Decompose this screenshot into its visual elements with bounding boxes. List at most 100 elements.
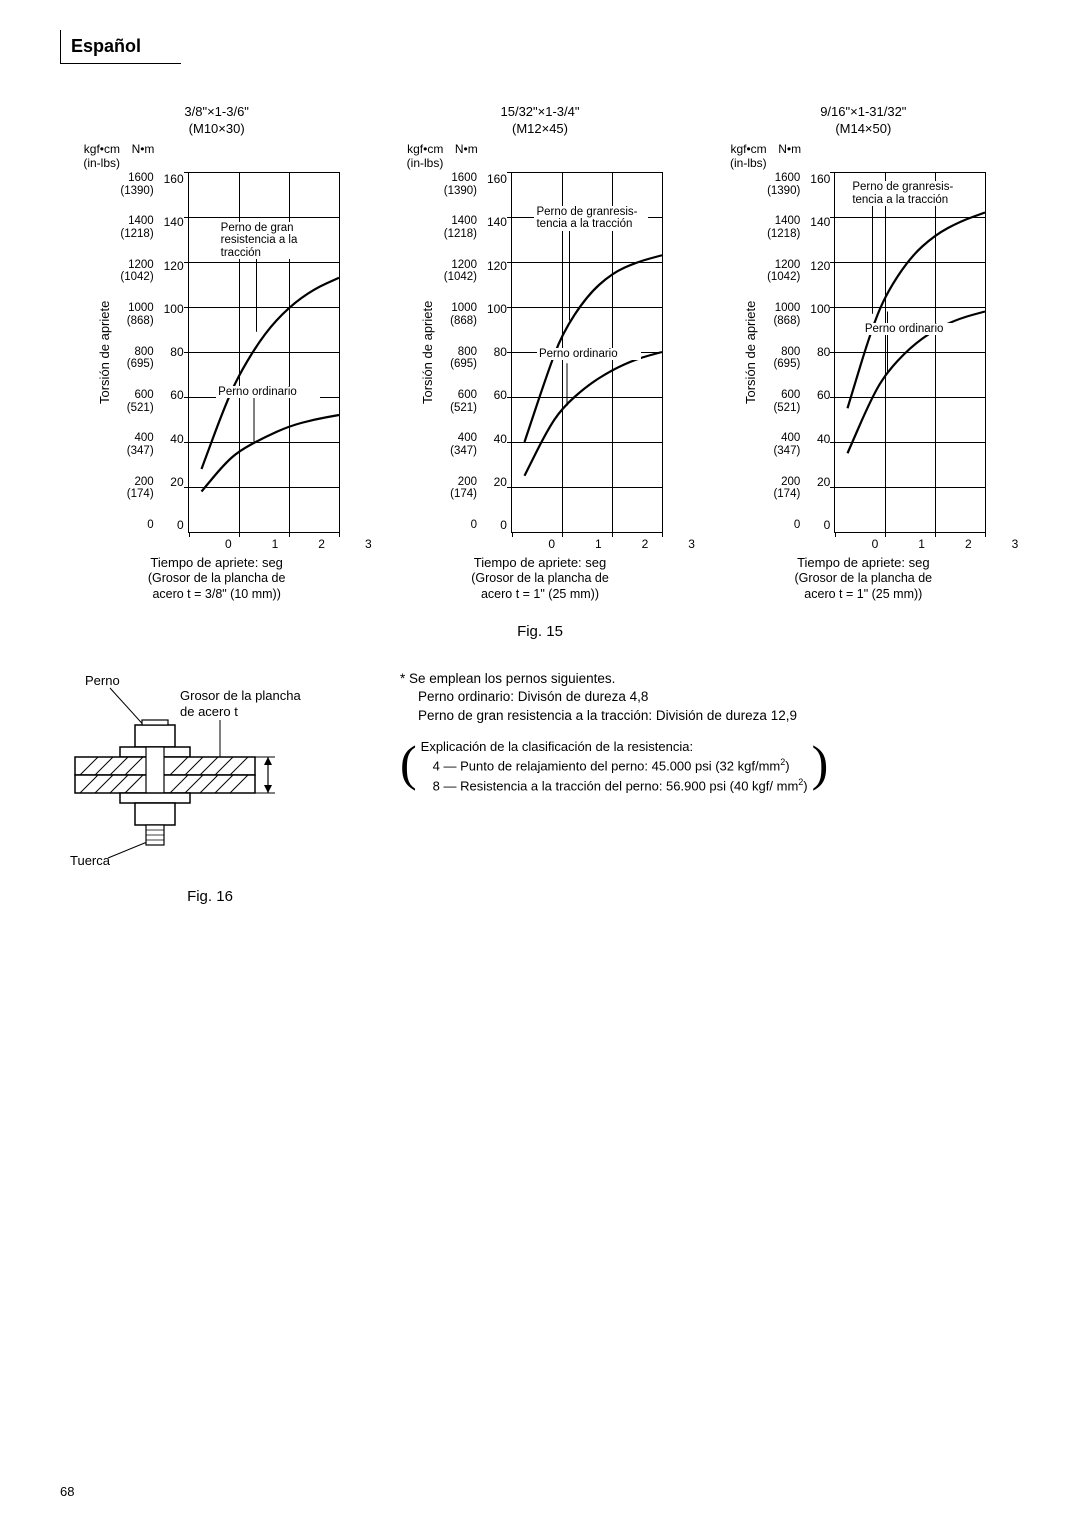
ytick-kgf: 600(521) [773,389,800,414]
chart-title-top: 15/32"×1-3/4" [501,104,580,121]
chart-title-bot: (M14×50) [820,121,906,138]
ytick-nm: 80 [170,345,183,359]
notes-block: * Se emplean los pernos siguientes. Pern… [400,670,1020,905]
chart-title-bot: (M10×30) [184,121,249,138]
xtick: 1 [270,537,280,551]
ytick-kgf: 1200(1042) [120,259,153,284]
y-axis-label: Torsión de apriete [741,172,758,533]
notes-line2: Perno de gran resistencia a la tracción:… [418,707,1020,726]
axis-nm-header: N•m [126,142,160,170]
ytick-kgf: 0 [147,519,153,532]
ytick-kgf: 1600(1390) [120,172,153,197]
label-perno: Perno [85,673,120,688]
chart-panel-0: 3/8"×1-3/6"(M10×30) kgf•cm(in-lbs)N•m Tors… [60,104,373,603]
x-axis-label: Tiempo de apriete: seg [797,555,929,570]
ytick-nm: 160 [487,172,507,186]
curve-ordinary [524,352,662,476]
chart-sublabel: (Grosor de la plancha deacero t = 1" (25… [471,570,609,603]
xtick: 1 [917,537,927,551]
label-grosor-2: de acero t [180,704,238,719]
ytick-kgf: 1600(1390) [444,172,477,197]
axis-kgf-header: kgf•cm(in-lbs) [68,142,120,170]
ytick-nm: 140 [487,215,507,229]
ytick-kgf: 200(174) [773,476,800,501]
ytick-kgf: 600(521) [127,389,154,414]
axis-nm-header: N•m [773,142,807,170]
chart-title-top: 9/16"×1-31/32" [820,104,906,121]
xtick: 0 [223,537,233,551]
ytick-nm: 140 [810,215,830,229]
fig-16-caption: Fig. 16 [60,888,360,905]
annot-ordinary: Perno ordinario [216,386,320,399]
ytick-nm: 160 [164,172,184,186]
ytick-kgf: 400(347) [773,432,800,457]
ytick-kgf: 1400(1218) [120,215,153,240]
bolt-diagram: Perno Grosor de la plancha de acero t Tu… [60,670,360,905]
xtick: 2 [963,537,973,551]
x-axis-label: Tiempo de apriete: seg [150,555,282,570]
axis-kgf-header: kgf•cm(in-lbs) [391,142,443,170]
charts-row: 3/8"×1-3/6"(M10×30)kgf•cm(in-lbs)N•mTors… [60,104,1020,603]
ytick-kgf: 1400(1218) [444,215,477,240]
x-axis-label: Tiempo de apriete: seg [474,555,606,570]
ytick-nm: 120 [810,259,830,273]
ytick-nm: 120 [164,259,184,273]
annot-ordinary: Perno ordinario [863,323,967,336]
ytick-nm: 0 [500,518,507,532]
ytick-nm: 40 [170,432,183,446]
ytick-nm: 20 [817,475,830,489]
ytick-kgf: 1000(868) [773,302,800,327]
ytick-kgf: 0 [794,519,800,532]
y-axis-label: Torsión de apriete [95,172,112,533]
ytick-nm: 20 [170,475,183,489]
xtick: 0 [870,537,880,551]
language-header: Español [60,30,181,64]
ytick-kgf: 1200(1042) [767,259,800,284]
fig-15-caption: Fig. 15 [60,623,1020,640]
chart-title-top: 3/8"×1-3/6" [184,104,249,121]
xtick: 1 [593,537,603,551]
paren-title: Explicación de la clasificación de la re… [421,738,808,756]
axis-nm-header: N•m [449,142,483,170]
page-number: 68 [60,1484,74,1499]
ytick-kgf: 200(174) [450,476,477,501]
chart-title-bot: (M12×45) [501,121,580,138]
ytick-kgf: 800(695) [450,346,477,371]
paren-l2: 8 — Resistencia a la tracción del perno:… [433,778,799,793]
annot-ordinary: Perno ordinario [537,348,641,361]
ytick-nm: 0 [177,518,184,532]
ytick-nm: 100 [810,302,830,316]
ytick-nm: 60 [170,388,183,402]
ytick-nm: 140 [164,215,184,229]
xtick: 2 [640,537,650,551]
annot-high-tension: Perno de granresistencia a la tracción [219,222,315,260]
notes-line1: Perno ordinario: Divisón de dureza 4,8 [418,688,1020,707]
chart-panel-1: 15/32"×1-3/4"(M12×45) kgf•cm(in-lbs)N•m To… [383,104,696,603]
ytick-kgf: 400(347) [450,432,477,457]
ytick-nm: 40 [494,432,507,446]
y-axis-label: Torsión de apriete [418,172,435,533]
ytick-nm: 120 [487,259,507,273]
xtick: 3 [687,537,697,551]
notes-intro: * Se emplean los pernos siguientes. [400,670,1020,689]
plot-area: Perno de granresistencia a la tracción Pe… [188,172,339,533]
label-grosor-1: Grosor de la plancha [180,688,301,703]
ytick-kgf: 1400(1218) [767,215,800,240]
curve-high-tension [201,278,339,469]
ytick-kgf: 1000(868) [450,302,477,327]
ytick-kgf: 1600(1390) [767,172,800,197]
xtick: 2 [317,537,327,551]
parenthetical-block: ( Explicación de la clasificación de la … [400,738,1020,795]
xtick: 3 [1010,537,1020,551]
ytick-nm: 100 [164,302,184,316]
ytick-nm: 80 [494,345,507,359]
xtick: 3 [363,537,373,551]
chart-panel-2: 9/16"×1-31/32"(M14×50) kgf•cm(in-lbs)N•m T… [707,104,1020,603]
annot-high-tension: Perno de granresis-tencia a la tracción [534,206,648,231]
axis-kgf-header: kgf•cm(in-lbs) [715,142,767,170]
ytick-kgf: 0 [471,519,477,532]
ytick-nm: 0 [824,518,831,532]
xtick: 0 [547,537,557,551]
ytick-nm: 60 [817,388,830,402]
chart-sublabel: (Grosor de la plancha deacero t = 1" (25… [795,570,933,603]
